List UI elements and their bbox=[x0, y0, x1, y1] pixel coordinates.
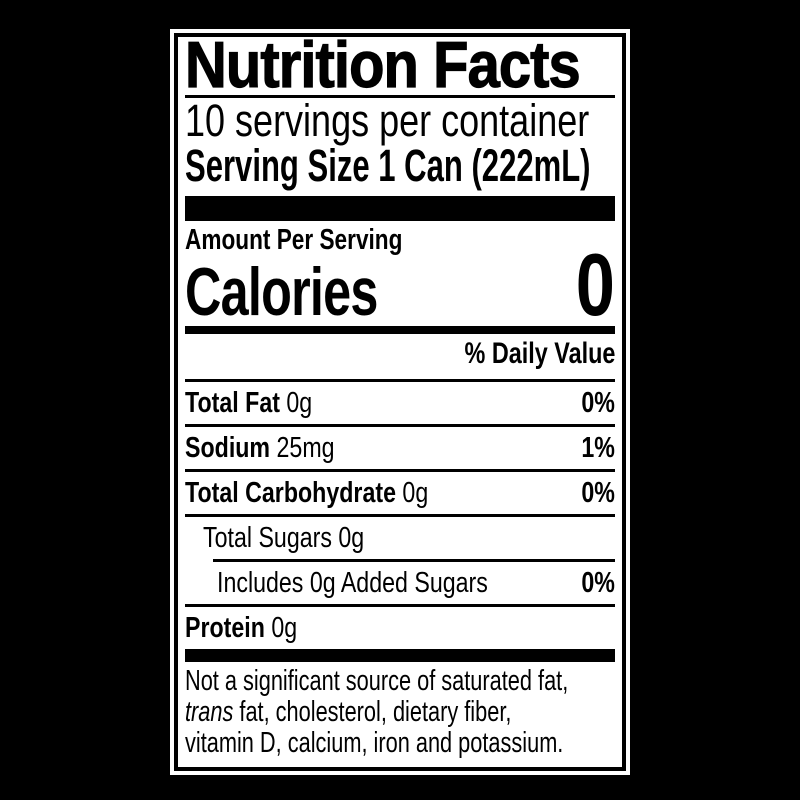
row-divider bbox=[185, 469, 615, 472]
row-total-fat: Total Fat 0g 0% bbox=[185, 382, 615, 424]
serving-size: Serving Size 1 Can (222mL) bbox=[185, 140, 591, 191]
medium-divider-bar bbox=[185, 326, 615, 334]
nutrient-name-amount: Total Sugars 0g bbox=[203, 521, 365, 554]
nutrient-rows: Total Fat 0g 0% Sodium 25mg 1% Total Carbohy… bbox=[185, 382, 615, 649]
row-includes-0g-added-sugars: Includes 0g Added Sugars 0% bbox=[185, 562, 615, 604]
thick-divider-bar-bottom bbox=[185, 649, 615, 662]
nutrition-facts-label: Nutrition Facts 10 servings per containe… bbox=[170, 29, 630, 775]
footnote-line: trans fat, cholesterol, dietary fiber, bbox=[185, 696, 512, 728]
footnote-line: Not a significant source of saturated fa… bbox=[185, 665, 569, 697]
row-total-sugars: Total Sugars 0g bbox=[185, 517, 615, 559]
nutrient-name-amount: Sodium 25mg bbox=[185, 431, 335, 464]
row-divider bbox=[185, 424, 615, 427]
row-protein: Protein 0g bbox=[185, 607, 615, 649]
amount-per-serving-row: Amount Per Serving bbox=[185, 225, 615, 255]
nutrient-daily-value: 0% bbox=[581, 566, 615, 599]
title-divider bbox=[185, 95, 615, 98]
calories-label: Calories bbox=[185, 254, 378, 330]
nutrient-daily-value: 1% bbox=[581, 431, 615, 464]
daily-value-header-text: % Daily Value bbox=[464, 337, 615, 370]
nutrient-name-amount: Protein 0g bbox=[185, 611, 298, 644]
footnote-line: vitamin D, calcium, iron and potassium. bbox=[185, 727, 564, 759]
daily-value-header: % Daily Value bbox=[185, 334, 615, 379]
row-divider bbox=[213, 559, 615, 562]
row-divider bbox=[185, 514, 615, 517]
label-title: Nutrition Facts bbox=[184, 33, 581, 101]
row-total-carbohydrate: Total Carbohydrate 0g 0% bbox=[185, 472, 615, 514]
servings-row: 10 servings per container bbox=[185, 98, 615, 143]
servings-per-container: 10 servings per container bbox=[185, 95, 590, 146]
nutrient-daily-value: 0% bbox=[581, 476, 615, 509]
label-border: Nutrition Facts 10 servings per containe… bbox=[174, 33, 626, 771]
nutrient-name-amount: Total Carbohydrate 0g bbox=[185, 476, 429, 509]
row-divider bbox=[185, 604, 615, 607]
nutrient-name-amount: Total Fat 0g bbox=[185, 386, 313, 419]
nutrient-daily-value: 0% bbox=[581, 386, 615, 419]
daily-value-divider bbox=[185, 379, 615, 382]
thick-divider-bar-top bbox=[185, 196, 615, 221]
footnote: Not a significant source of saturated fa… bbox=[185, 666, 615, 759]
calories-row: Calories 0 bbox=[185, 241, 615, 329]
calories-value: 0 bbox=[575, 235, 615, 334]
row-sodium: Sodium 25mg 1% bbox=[185, 427, 615, 469]
amount-per-serving-label: Amount Per Serving bbox=[185, 224, 403, 256]
nutrient-name-amount: Includes 0g Added Sugars bbox=[217, 566, 488, 599]
serving-size-row: Serving Size 1 Can (222mL) bbox=[185, 143, 615, 188]
title-row: Nutrition Facts bbox=[184, 33, 615, 101]
